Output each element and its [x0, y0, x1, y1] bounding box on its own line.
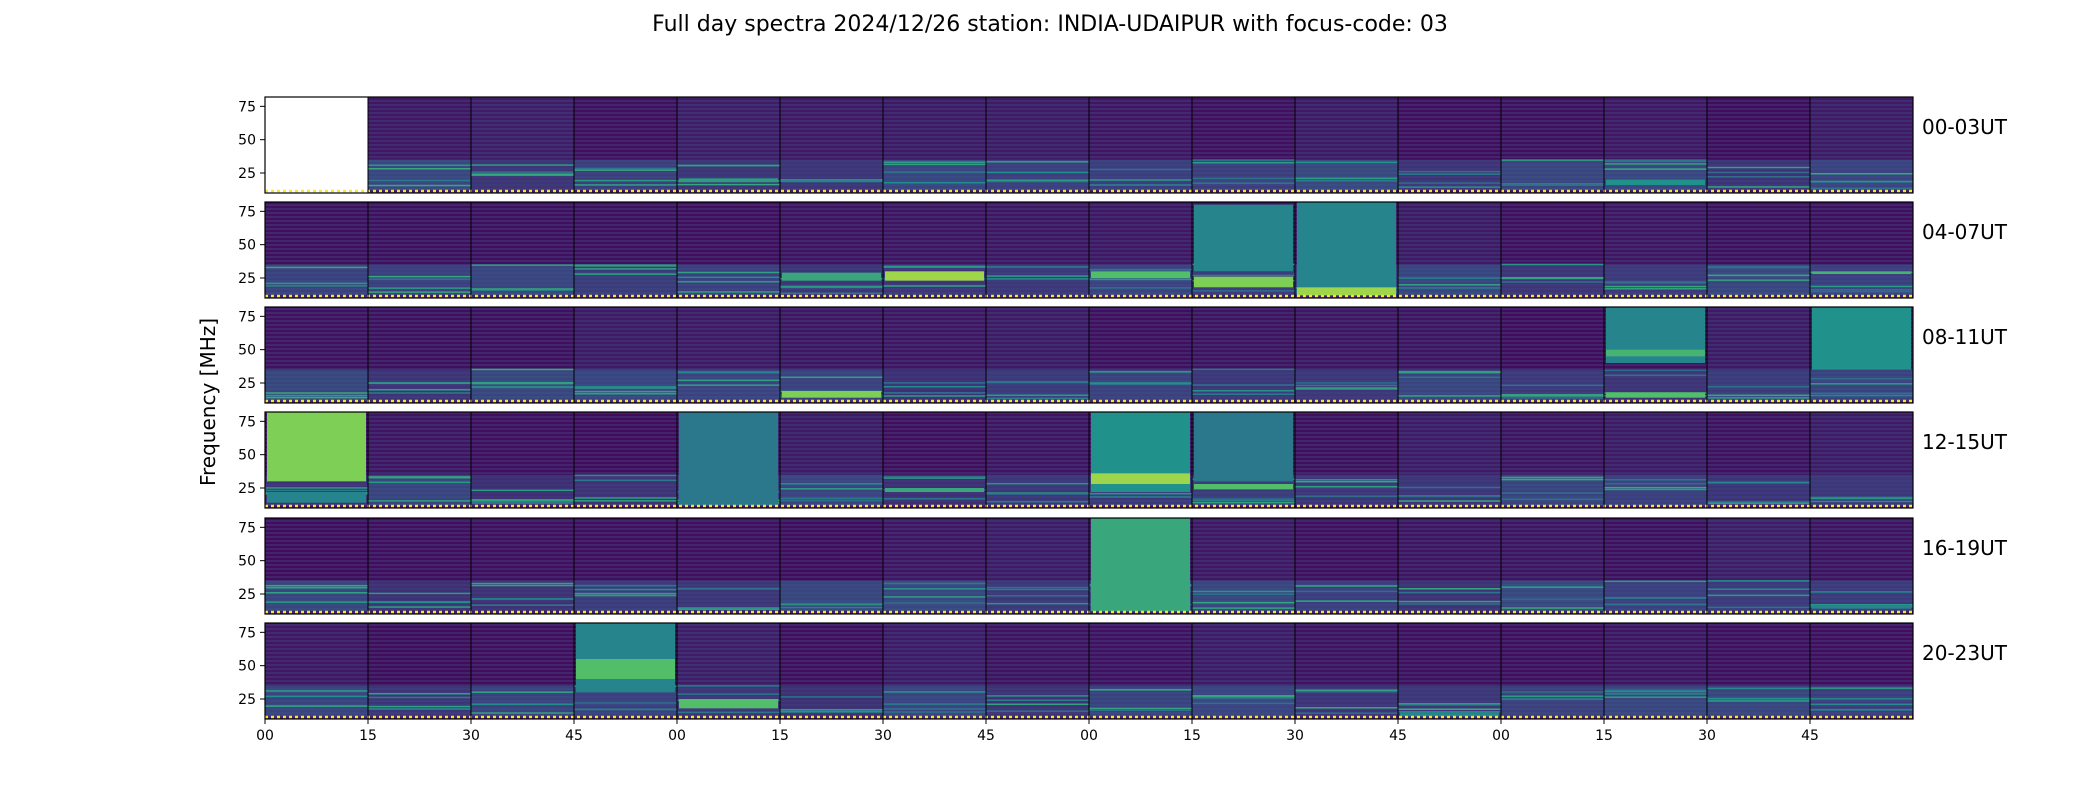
- x-tick-label: 00: [256, 728, 274, 744]
- row-time-label: 00-03UT: [1922, 115, 2007, 139]
- y-tick-label: 50: [238, 448, 256, 464]
- spectral-burst: [1606, 392, 1705, 398]
- spectral-burst: [782, 272, 881, 281]
- x-tick-label: 30: [1698, 728, 1716, 744]
- spectral-burst: [782, 179, 881, 183]
- y-tick-label: 50: [238, 554, 256, 570]
- spectral-burst: [1194, 204, 1293, 272]
- row-frame: [264, 517, 1914, 615]
- spectral-burst: [1400, 711, 1499, 717]
- spectral-burst: [267, 492, 366, 503]
- y-tick-label: 25: [238, 376, 256, 392]
- y-tick-label: 50: [238, 343, 256, 359]
- spectral-burst: [1606, 349, 1705, 357]
- y-tick-label: 75: [238, 309, 256, 325]
- spectral-burst: [1606, 179, 1705, 185]
- x-tick-label: 45: [565, 728, 583, 744]
- x-tick-label: 30: [874, 728, 892, 744]
- spectral-burst: [885, 488, 984, 492]
- y-tick-label: 75: [238, 414, 256, 430]
- spectra-row: [265, 412, 1913, 508]
- y-tick-label: 75: [238, 520, 256, 536]
- y-tick-label: 75: [238, 625, 256, 641]
- row-time-label: 20-23UT: [1922, 641, 2007, 665]
- spectral-burst: [1091, 473, 1190, 484]
- x-tick-label: 00: [1080, 728, 1098, 744]
- spectra-row: [265, 623, 1913, 719]
- y-tick-label: 75: [238, 99, 256, 115]
- row-frame: [264, 201, 1914, 299]
- spectra-row: [265, 202, 1913, 298]
- spectral-burst: [885, 271, 984, 281]
- x-tick-label: 30: [462, 728, 480, 744]
- y-tick-label: 25: [238, 481, 256, 497]
- x-tick-label: 00: [668, 728, 686, 744]
- row-frame: [264, 411, 1914, 509]
- spectral-burst: [679, 699, 778, 709]
- x-tick-label: 30: [1286, 728, 1304, 744]
- spectral-burst: [1297, 202, 1396, 296]
- x-tick-label: 00: [1492, 728, 1510, 744]
- row-time-label: 12-15UT: [1922, 430, 2007, 454]
- row-time-label: 08-11UT: [1922, 325, 2007, 349]
- spectral-burst: [576, 623, 675, 693]
- y-tick-label: 50: [238, 659, 256, 675]
- y-tick-label: 50: [238, 238, 256, 254]
- spectral-burst: [1194, 276, 1293, 288]
- x-tick-label: 15: [359, 728, 377, 744]
- spectral-burst: [1812, 307, 1911, 370]
- spectral-burst: [1091, 518, 1190, 612]
- y-tick-label: 25: [238, 692, 256, 708]
- spectra-row: [265, 307, 1913, 403]
- spectral-burst: [679, 178, 778, 183]
- spectra-row: [265, 518, 1913, 614]
- y-tick-label: 50: [238, 133, 256, 149]
- x-tick-label: 15: [1183, 728, 1201, 744]
- spectral-burst: [1194, 412, 1293, 482]
- row-time-label: 04-07UT: [1922, 220, 2007, 244]
- y-tick-label: 25: [238, 271, 256, 287]
- spectra-row: [265, 97, 1913, 193]
- spectral-burst: [679, 412, 778, 506]
- spectral-burst: [1091, 271, 1190, 278]
- y-tick-label: 75: [238, 204, 256, 220]
- x-tick-label: 45: [1801, 728, 1819, 744]
- y-tick-label: 25: [238, 587, 256, 603]
- chart-title: Full day spectra 2024/12/26 station: IND…: [652, 12, 1448, 37]
- missing-panel: [265, 97, 368, 193]
- row-frame: [264, 306, 1914, 404]
- y-tick-label: 25: [238, 166, 256, 182]
- row-frame: [264, 96, 1914, 194]
- spectral-burst: [1194, 484, 1293, 490]
- spectral-burst: [782, 391, 881, 398]
- x-tick-label: 15: [771, 728, 789, 744]
- spectral-burst: [576, 659, 675, 679]
- x-tick-label: 45: [977, 728, 995, 744]
- spectral-burst: [1812, 604, 1911, 609]
- spectral-burst: [1812, 271, 1911, 274]
- spectral-burst: [1297, 287, 1396, 296]
- row-time-label: 16-19UT: [1922, 536, 2007, 560]
- spectral-burst: [267, 412, 366, 482]
- x-tick-label: 15: [1595, 728, 1613, 744]
- x-tick-label: 45: [1389, 728, 1407, 744]
